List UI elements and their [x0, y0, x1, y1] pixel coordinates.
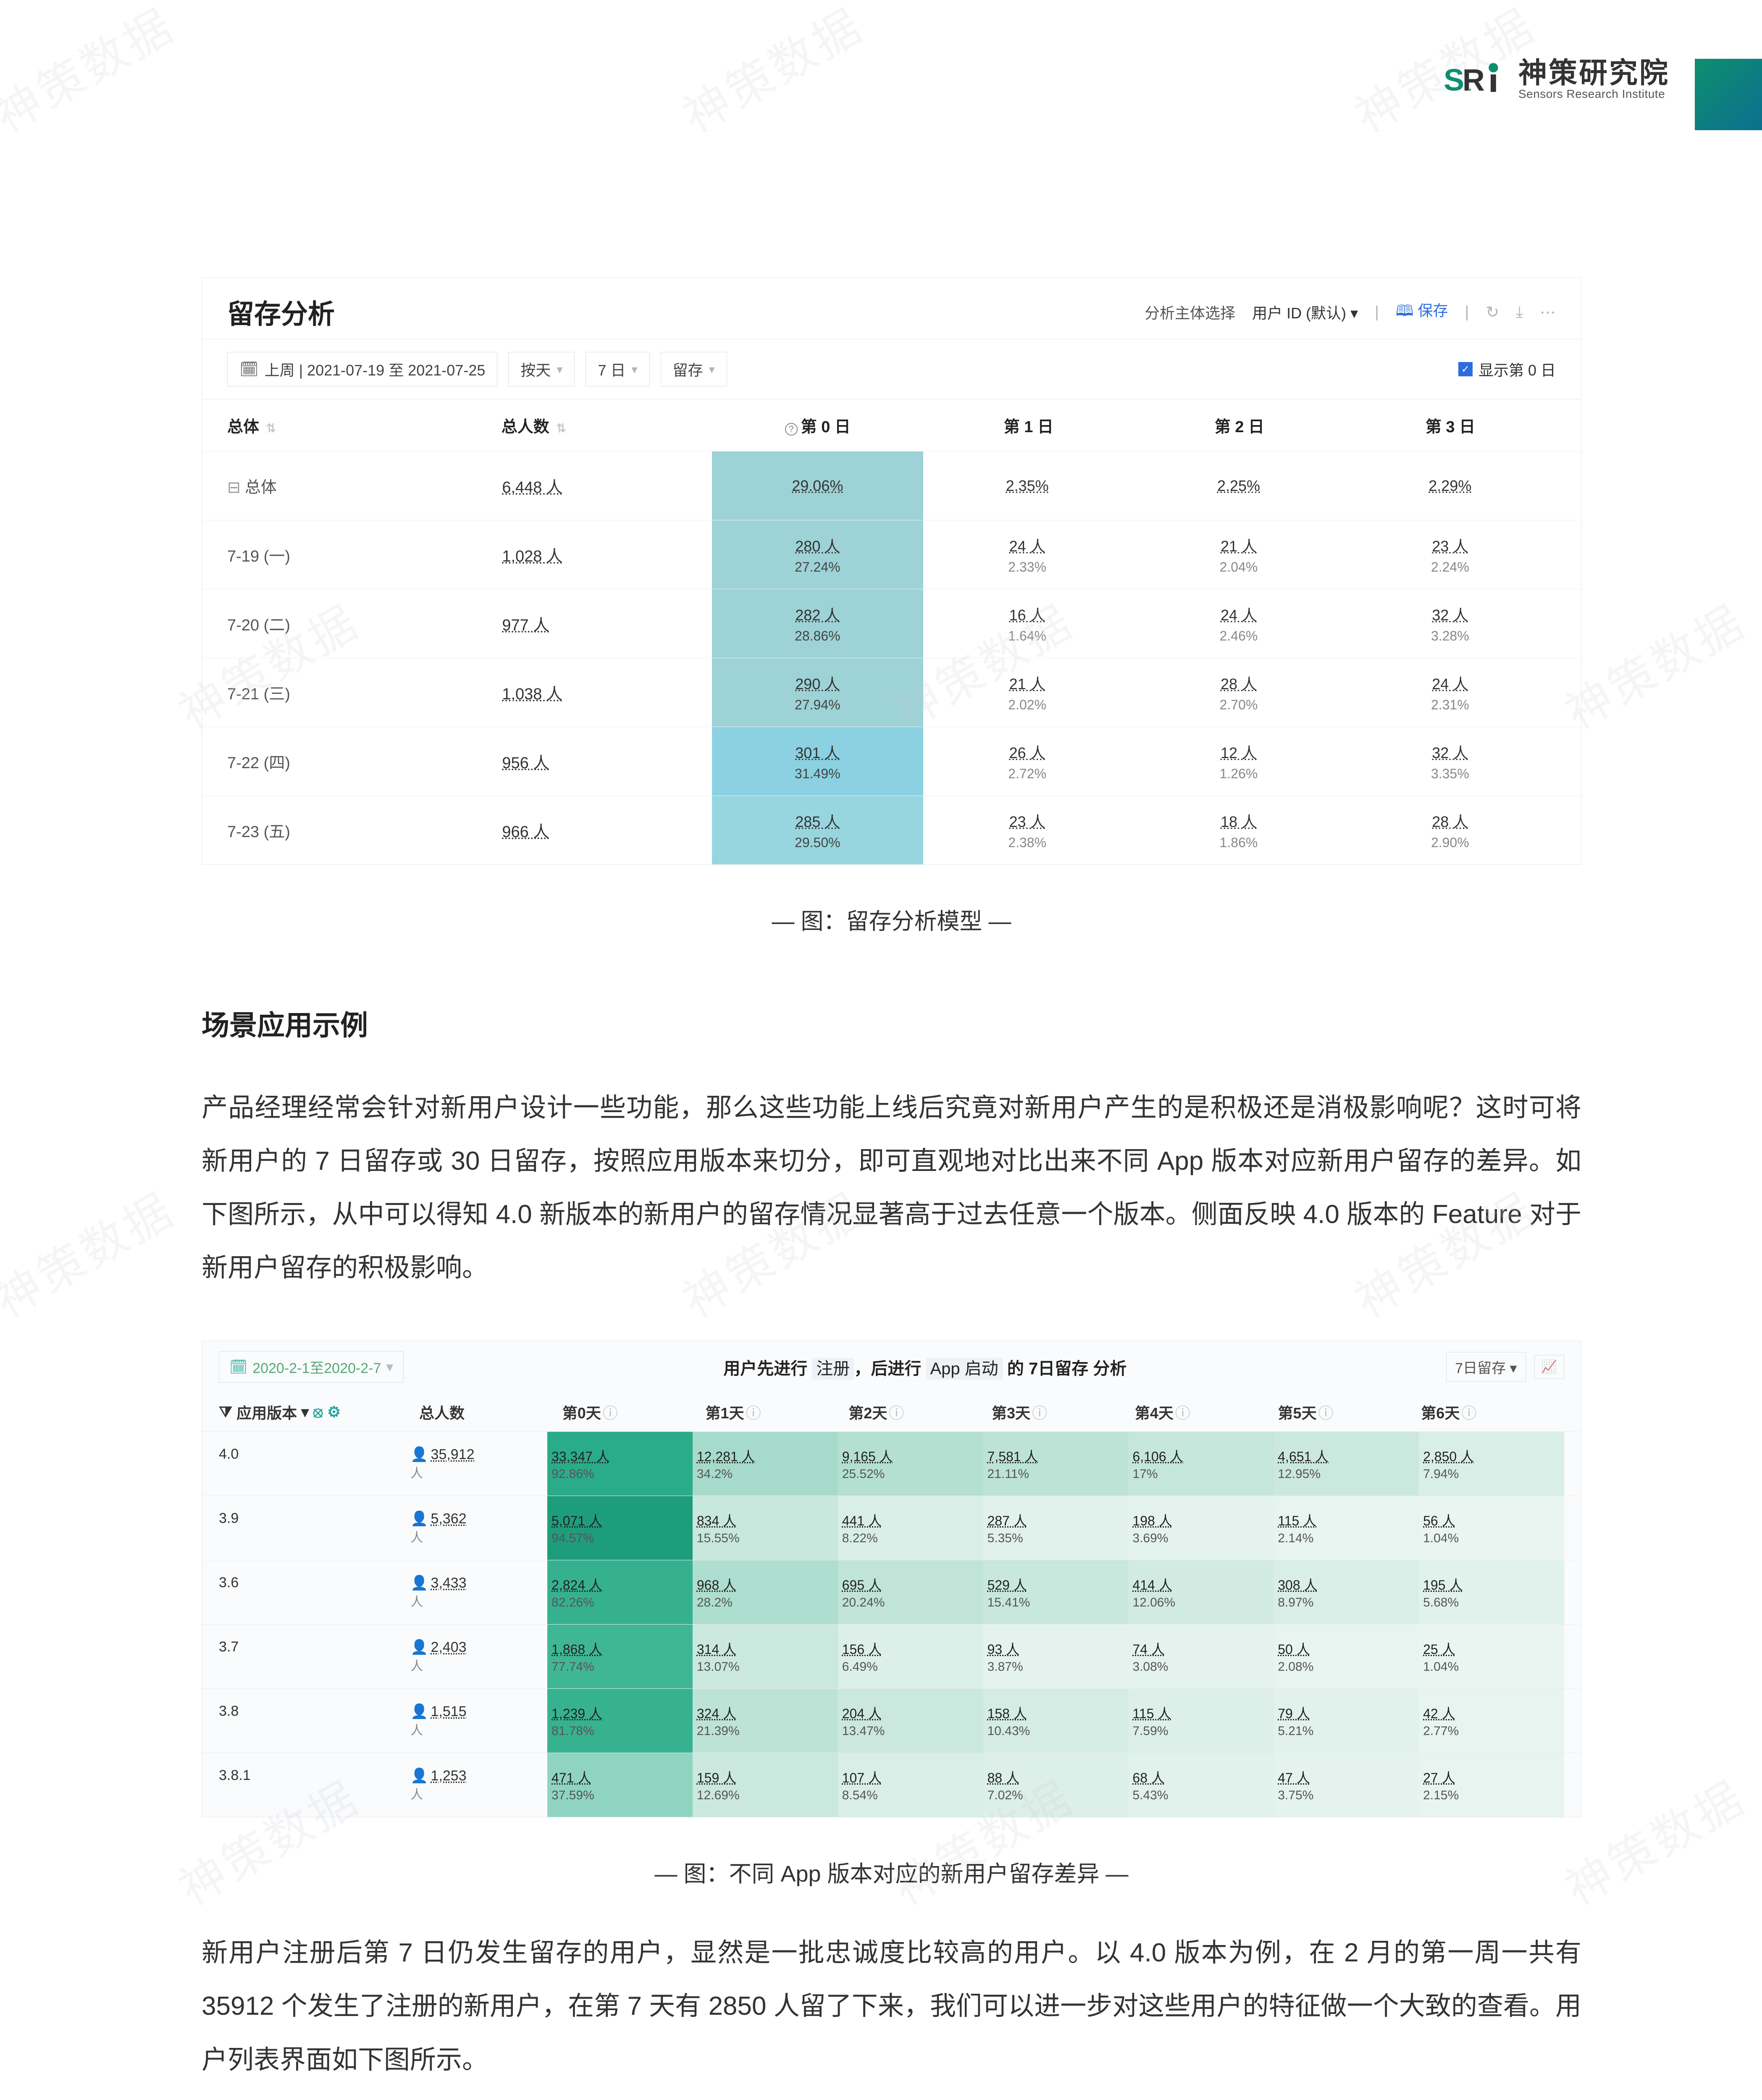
refresh-icon[interactable]: ↻ [1486, 303, 1499, 322]
save-button[interactable]: 🕮 保存 [1396, 299, 1448, 326]
logo-text-cn: 神策研究院 [1518, 59, 1670, 87]
show-day0-checkbox[interactable]: ✓ 显示第 0 日 [1458, 358, 1556, 380]
logo-text-en: Sensors Research Institute [1518, 87, 1670, 101]
user-icon: 👤 [410, 1639, 428, 1655]
days-dropdown[interactable]: 7 日▾ [586, 352, 649, 386]
table-row: 7-20 (二)977 人282 人28.86%16 人1.64%24 人2.4… [202, 589, 1581, 658]
svg-text:S: S [1444, 63, 1464, 97]
calendar-icon: 🗓 [229, 1359, 247, 1376]
gear-icon[interactable]: ⚙ [327, 1403, 341, 1421]
svg-text:R: R [1463, 63, 1485, 97]
table-header: 总体 ⇅ 总人数 ⇅ ?第 0 日 第 1 日 第 2 日 第 3 日 [202, 399, 1581, 451]
granularity-dropdown[interactable]: 按天▾ [508, 352, 575, 386]
table-row: 7-22 (四)956 人301 人31.49%26 人2.72%12 人1.2… [202, 727, 1581, 795]
panel2-title: 用户先进行 注册，后进行 App 启动 的 7日留存 分析 [723, 1355, 1127, 1379]
chart-icon: 📈 [1541, 1360, 1557, 1374]
figure-caption-1: — 图：留存分析模型 — [202, 903, 1581, 936]
table-row: 4.0👤35,912人33,347 人92.86%12,281 人34.2%9,… [202, 1431, 1581, 1496]
user-icon: 👤 [410, 1446, 428, 1462]
retention-panel: 留存分析 分析主体选择 用户 ID (默认) ▾ | 🕮 保存 | ↻ ⤓ ⋯ … [202, 277, 1581, 865]
more-icon[interactable]: ⋯ [1540, 303, 1556, 322]
logo: S . R 神策研究院 Sensors Research Institute [1444, 59, 1670, 101]
section-heading: 场景应用示例 [202, 1003, 1581, 1043]
calendar-icon: 🗓 [239, 360, 259, 378]
table-row: 7-21 (三)1,038 人290 人27.94%21 人2.02%28 人2… [202, 658, 1581, 727]
user-icon: 👤 [410, 1704, 428, 1719]
date-range-chip[interactable]: 🗓上周 | 2021-07-19 至 2021-07-25 [227, 352, 497, 386]
date-range-chip[interactable]: 🗓 2020-2-1至2020-2-7 ▾ [219, 1351, 404, 1383]
table-row: 3.6👤3,433人2,824 人82.26%968 人28.2%695 人20… [202, 1560, 1581, 1624]
user-icon: 👤 [410, 1511, 428, 1527]
table-row: 7-23 (五)966 人285 人29.50%23 人2.38%18 人1.8… [202, 795, 1581, 864]
table-row: 3.8.1👤1,253人471 人37.59%159 人12.69%107 人8… [202, 1753, 1581, 1817]
page-header: S . R 神策研究院 Sensors Research Institute [1444, 59, 1762, 130]
version-filter[interactable]: ⧩ 应用版本 ▾ ⦻ ⚙ [219, 1401, 419, 1423]
logo-mark-icon: S . R [1444, 59, 1511, 101]
table-row: 3.7👤2,403人1,868 人77.74%314 人13.07%156 人6… [202, 1624, 1581, 1688]
divider: | [1465, 303, 1469, 321]
download-icon[interactable]: ⤓ [1516, 303, 1523, 321]
tag-icon: ⦻ [313, 1403, 323, 1421]
subject-label: 分析主体选择 [1145, 301, 1235, 323]
divider: | [1375, 303, 1379, 321]
metric-dropdown[interactable]: 留存▾ [661, 352, 727, 386]
table-row: 7-19 (一)1,028 人280 人27.24%24 人2.33%21 人2… [202, 520, 1581, 589]
figure-caption-2: — 图：不同 App 版本对应的新用户留存差异 — [202, 1855, 1581, 1888]
user-icon: 👤 [410, 1575, 428, 1591]
table-row: ⊟总体6,448 人29.06%2.35%2.25%2.29% [202, 451, 1581, 520]
paragraph-2: 新用户注册后第 7 日仍发生留存的用户，显然是一批忠诚度比较高的用户。以 4.0… [202, 1926, 1581, 2086]
panel-title: 留存分析 [227, 293, 335, 331]
retention-period-dropdown[interactable]: 7日留存 ▾ [1446, 1352, 1526, 1382]
checkbox-checked-icon: ✓ [1458, 362, 1473, 376]
paragraph-1: 产品经理经常会针对新用户设计一些功能，那么这些功能上线后究竟对新用户产生的是积极… [202, 1081, 1581, 1294]
user-icon: 👤 [410, 1768, 428, 1784]
version-retention-panel: 🗓 2020-2-1至2020-2-7 ▾ 用户先进行 注册，后进行 App 启… [202, 1341, 1581, 1817]
subject-dropdown[interactable]: 用户 ID (默认) ▾ [1252, 301, 1358, 323]
corner-tab [1695, 59, 1762, 130]
filter-icon: ⧩ [219, 1403, 232, 1421]
table-row: 3.9👤5,362人5,071 人94.57%834 人15.55%441 人8… [202, 1496, 1581, 1560]
table-header: ⧩ 应用版本 ▾ ⦻ ⚙ 总人数 第0天ⓘ 第1天ⓘ 第2天ⓘ 第3天ⓘ 第4天… [202, 1393, 1581, 1431]
chart-toggle-button[interactable]: 📈 [1534, 1355, 1564, 1379]
table-row: 3.8👤1,515人1,239 人81.78%324 人21.39%204 人1… [202, 1688, 1581, 1753]
